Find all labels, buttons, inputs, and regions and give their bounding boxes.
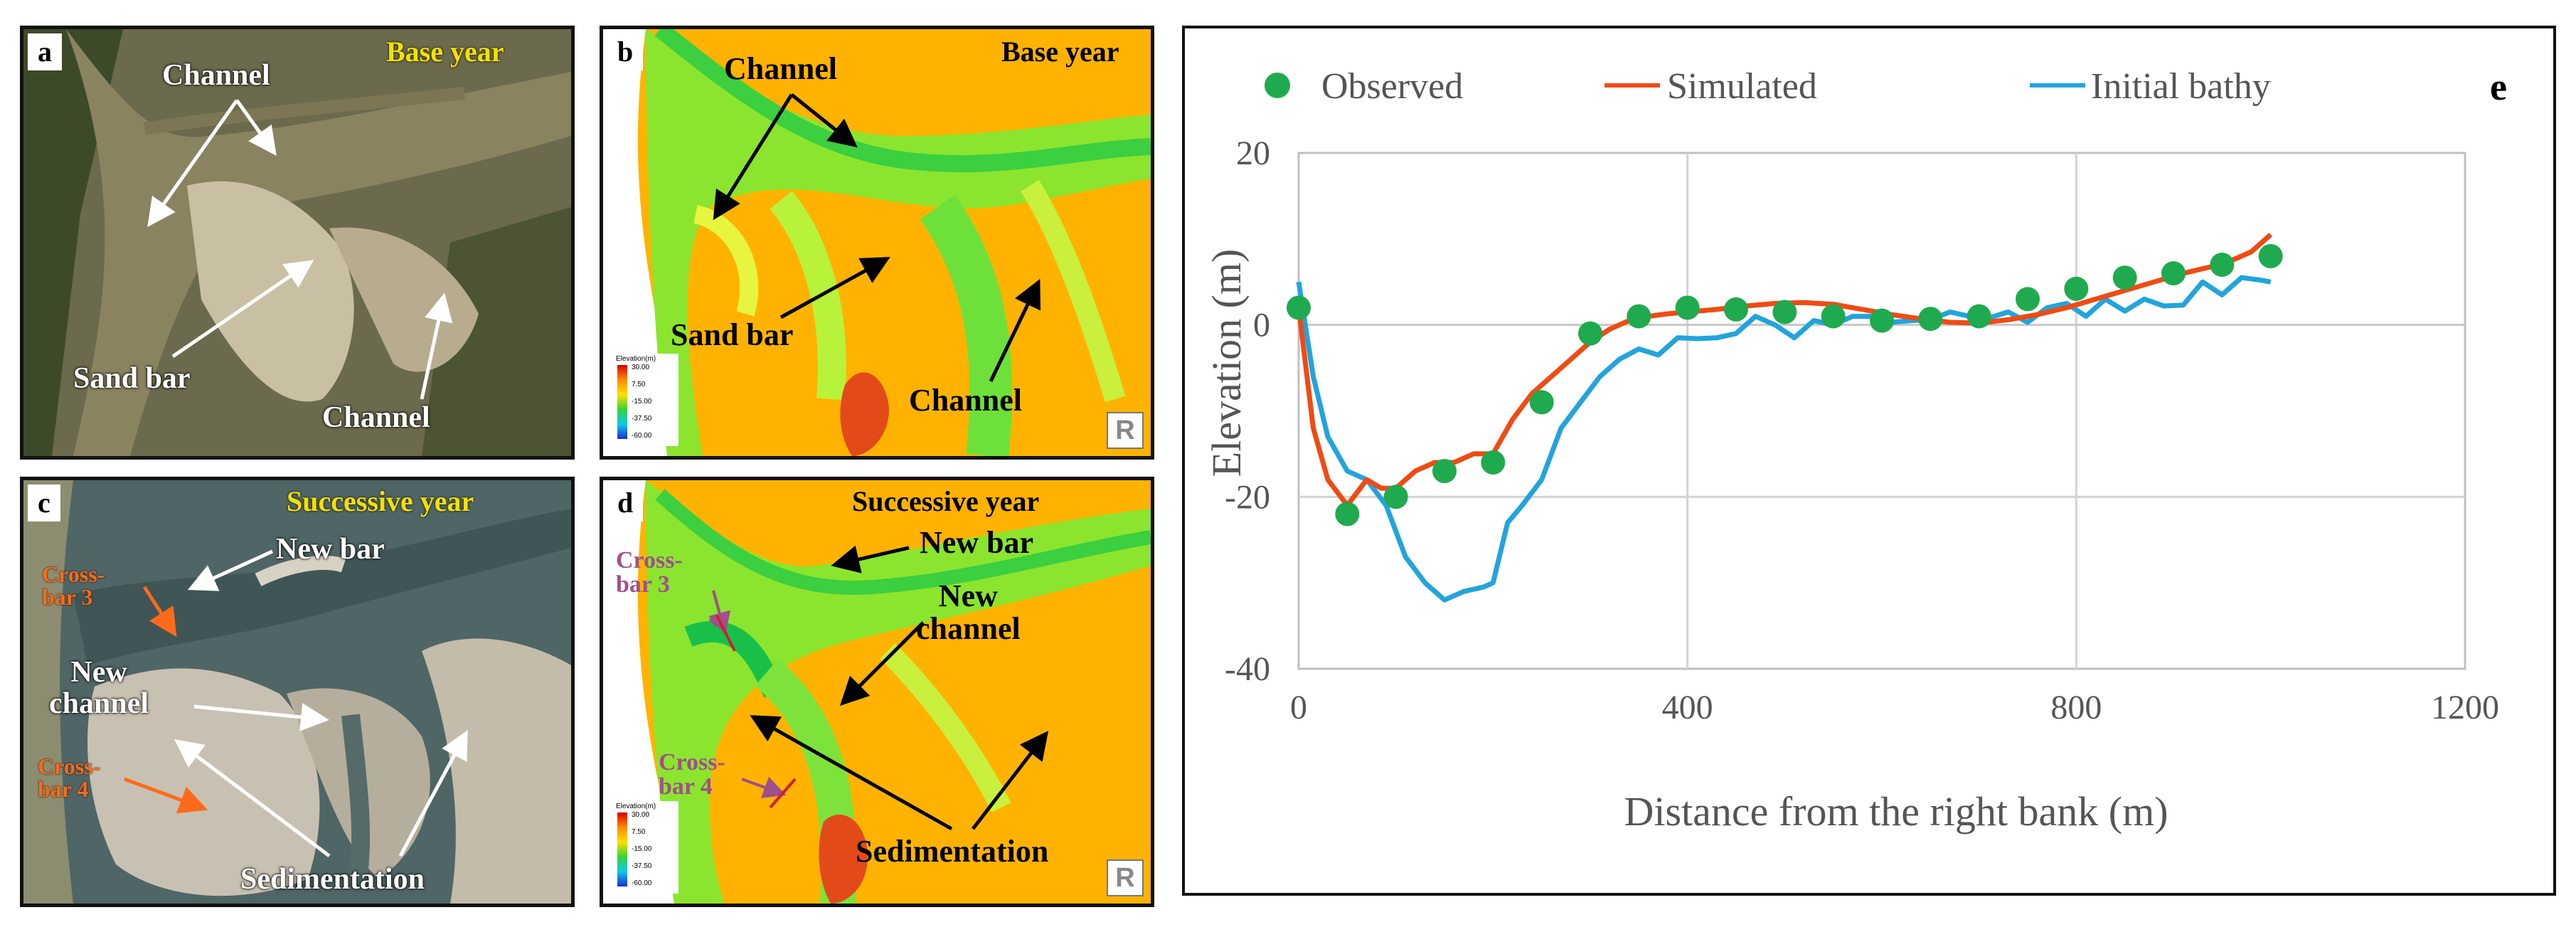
observed-point bbox=[1821, 304, 1846, 329]
new-channel-label-c: New channel bbox=[49, 656, 149, 721]
elevation-colorbar-b: Elevation(m) 30.00 7.50 -15.00 -37.50 -6… bbox=[613, 354, 678, 446]
colorbar-gradient bbox=[617, 365, 627, 439]
panel-e-cross-section-chart: 0 400 800 1200 20 0 -20 -40 e Distance from the… bbox=[1182, 26, 2556, 896]
annotation-arrows-b bbox=[713, 93, 1041, 383]
new-bar-label-c: New bar bbox=[276, 533, 385, 566]
iric-logo-b: R bbox=[1107, 412, 1144, 449]
observed-point bbox=[2112, 265, 2137, 290]
channel-label-bottom-b: Channel bbox=[909, 383, 1022, 418]
x-tick-label: 800 bbox=[2050, 689, 2102, 726]
observed-point bbox=[2016, 287, 2040, 312]
elevation-colorbar-d: Elevation(m) 30.00 7.50 -15.00 -37.50 -6… bbox=[613, 801, 678, 894]
observed-point bbox=[1724, 297, 1748, 322]
legend-initial-label: Initial bathy bbox=[2091, 66, 2271, 107]
new-channel-label-d: New channel bbox=[916, 578, 1021, 647]
observed-point bbox=[2210, 253, 2235, 277]
colorbar-title: Elevation(m) bbox=[616, 355, 656, 363]
observed-point bbox=[1529, 390, 1554, 415]
observed-point bbox=[2064, 276, 2089, 301]
colorbar-tick: -37.50 bbox=[632, 415, 652, 423]
observed-point bbox=[1966, 304, 1991, 329]
panel-letter-c: c bbox=[28, 484, 60, 521]
observed-point bbox=[1578, 321, 1602, 346]
sand-bar-label-b: Sand bar bbox=[671, 317, 794, 352]
observed-point bbox=[1870, 308, 1894, 333]
year-label-a: Base year bbox=[386, 36, 504, 68]
panel-letter-b: b bbox=[607, 33, 644, 70]
x-axis-title: Distance from the right bank (m) bbox=[1624, 788, 2168, 835]
sand-bar-label-a: Sand bar bbox=[73, 362, 191, 395]
y-tick-label: -20 bbox=[1225, 478, 1270, 516]
annotation-arrows-c bbox=[124, 549, 468, 857]
panel-b-model-base-year: b Base year Channel Sand bar Channel Ele… bbox=[600, 26, 1154, 460]
colorbar-tick: -15.00 bbox=[632, 398, 652, 406]
x-tick-label: 400 bbox=[1662, 689, 1713, 726]
panel-letter-d: d bbox=[607, 484, 644, 521]
colorbar-tick: 30.00 bbox=[632, 811, 650, 819]
colorbar-tick: 7.50 bbox=[632, 828, 646, 836]
panel-a-satellite-base-year: a Base year Channel Sand bar Channel bbox=[20, 26, 575, 460]
annotation-arrows-d bbox=[708, 545, 1049, 831]
legend-simulated-label: Simulated bbox=[1667, 66, 1817, 107]
y-tick-label: 20 bbox=[1236, 134, 1270, 172]
cross-bar-4-label-c: Cross- bar 4 bbox=[38, 753, 101, 802]
colorbar-gradient bbox=[617, 812, 627, 886]
observed-point bbox=[1383, 484, 1408, 509]
plot-area-frame bbox=[1297, 152, 2466, 670]
chart-legend: Observed Simulated Initial bathy bbox=[1265, 66, 2271, 107]
channel-label-top-a: Channel bbox=[162, 59, 270, 92]
year-label-b: Base year bbox=[1001, 36, 1119, 68]
sedimentation-label-c: Sedimentation bbox=[240, 863, 425, 896]
observed-point bbox=[1335, 502, 1360, 526]
x-tick-label: 0 bbox=[1290, 689, 1307, 726]
observed-point bbox=[1481, 450, 1506, 475]
channel-label-bottom-a: Channel bbox=[322, 401, 430, 434]
observed-point bbox=[1675, 295, 1700, 320]
observed-point bbox=[1432, 459, 1457, 484]
observed-point bbox=[1627, 304, 1651, 329]
x-tick-label: 1200 bbox=[2431, 689, 2499, 726]
colorbar-tick: 30.00 bbox=[632, 364, 650, 371]
colorbar-tick: 7.50 bbox=[632, 381, 646, 388]
elevation-map-successive bbox=[603, 480, 1151, 904]
satellite-image-successive bbox=[23, 480, 571, 904]
observed-point bbox=[1918, 307, 1943, 332]
series-line-initial-bathy bbox=[1296, 275, 2272, 603]
y-axis-title: Elevation (m) bbox=[1203, 249, 1250, 477]
observed-point bbox=[1287, 295, 1311, 320]
iric-logo-d: R bbox=[1107, 859, 1144, 896]
observed-point bbox=[2258, 244, 2283, 268]
y-tick-label: 0 bbox=[1253, 307, 1270, 344]
year-label-d: Successive year bbox=[852, 485, 1040, 517]
cross-bar-4-label-d: Cross- bar 4 bbox=[659, 749, 725, 800]
new-bar-label-d: New bar bbox=[920, 525, 1034, 560]
sedimentation-label-d: Sedimentation bbox=[856, 834, 1049, 869]
year-label-c: Successive year bbox=[287, 485, 474, 517]
colorbar-title: Elevation(m) bbox=[616, 803, 656, 810]
series-layer bbox=[1287, 233, 2283, 603]
annotation-arrows-a bbox=[147, 99, 453, 400]
cross-bar-3-label-d: Cross- bar 3 bbox=[616, 547, 683, 598]
y-tick-label: -40 bbox=[1225, 650, 1270, 688]
legend-observed-marker bbox=[1265, 73, 1290, 98]
legend-observed-label: Observed bbox=[1321, 66, 1463, 107]
satellite-image-base bbox=[23, 29, 571, 456]
panel-c-satellite-successive-year: c Successive year New bar Cross- bar 3 N… bbox=[20, 477, 575, 907]
panel-letter-e: e bbox=[2490, 65, 2507, 108]
observed-point bbox=[2161, 261, 2186, 286]
panel-d-model-successive-year: d Successive year New bar Cross- bar 3 N… bbox=[600, 477, 1154, 907]
colorbar-tick: -37.50 bbox=[632, 862, 652, 870]
colorbar-tick: -15.00 bbox=[632, 845, 652, 853]
colorbar-tick: -60.00 bbox=[632, 879, 652, 887]
cross-section-chart: 0 400 800 1200 20 0 -20 -40 e Distance from the… bbox=[1203, 65, 2507, 835]
observed-point bbox=[1772, 300, 1797, 324]
ticks-layer: 0 400 800 1200 20 0 -20 -40 bbox=[1225, 134, 2499, 726]
elevation-map-base bbox=[603, 29, 1151, 456]
panel-letter-a: a bbox=[28, 33, 62, 70]
colorbar-tick: -60.00 bbox=[632, 432, 652, 440]
cross-bar-3-label-c: Cross- bar 3 bbox=[42, 561, 105, 610]
channel-label-top-b: Channel bbox=[724, 51, 837, 86]
